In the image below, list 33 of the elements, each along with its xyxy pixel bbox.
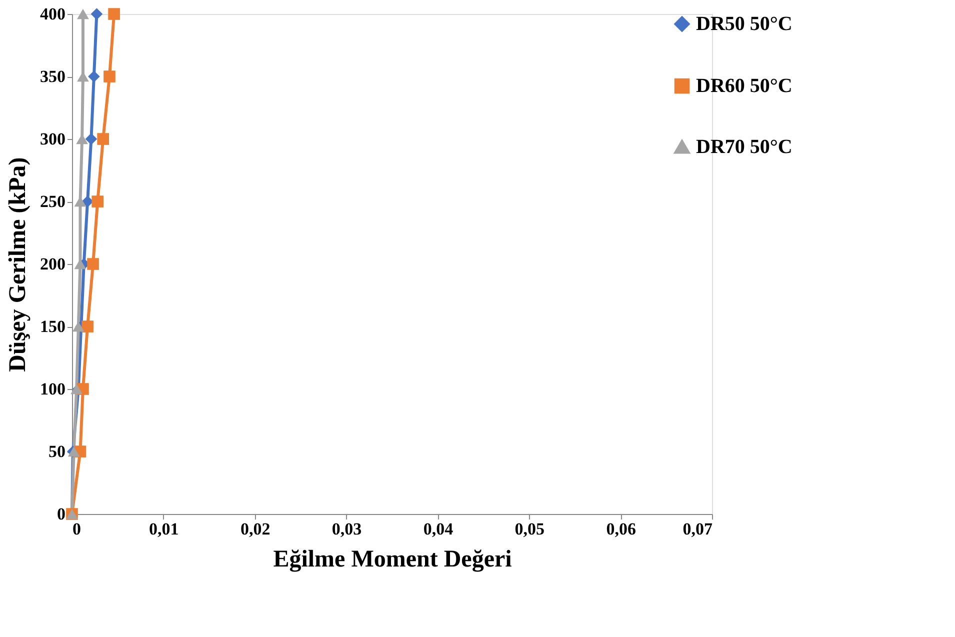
x-tick-label: 0,06	[606, 520, 636, 538]
point	[92, 196, 104, 208]
x-tick-label: 0,02	[240, 520, 270, 538]
x-tick-label: 0,07	[682, 520, 713, 538]
y-tick-label: 350	[40, 67, 66, 86]
point	[88, 70, 100, 82]
y-tick-label: 50	[48, 442, 66, 461]
point	[87, 258, 99, 270]
y-tick-label: 250	[40, 192, 66, 211]
point	[82, 320, 94, 332]
x-tick-label: 0	[72, 520, 81, 538]
x-axis-title: Eğilme Moment Değeri	[273, 546, 512, 572]
legend-label: DR70 50°C	[696, 136, 792, 158]
y-tick-label: 300	[40, 130, 66, 148]
legend-label: DR60 50°C	[696, 75, 792, 97]
point	[97, 133, 109, 145]
y-tick-label: 150	[40, 317, 66, 336]
y-tick-label: 0	[57, 504, 66, 524]
x-tick-label: 0,05	[514, 520, 545, 538]
y-axis-title: Düşey Gerilme (kPa)	[5, 157, 31, 372]
y-tick-label: 400	[40, 4, 66, 24]
x-tick-label: 0,01	[149, 520, 179, 538]
x-tick-label: 0,04	[423, 520, 454, 538]
point	[104, 70, 116, 82]
point	[77, 8, 89, 20]
y-tick-label: 100	[40, 380, 66, 398]
y-tick-label: 200	[40, 254, 66, 274]
legend-label: DR50 50°C	[696, 13, 792, 35]
x-tick-label: 0,03	[332, 520, 362, 538]
point	[108, 8, 120, 20]
point	[90, 8, 103, 20]
point	[85, 133, 98, 145]
point	[72, 321, 84, 332]
